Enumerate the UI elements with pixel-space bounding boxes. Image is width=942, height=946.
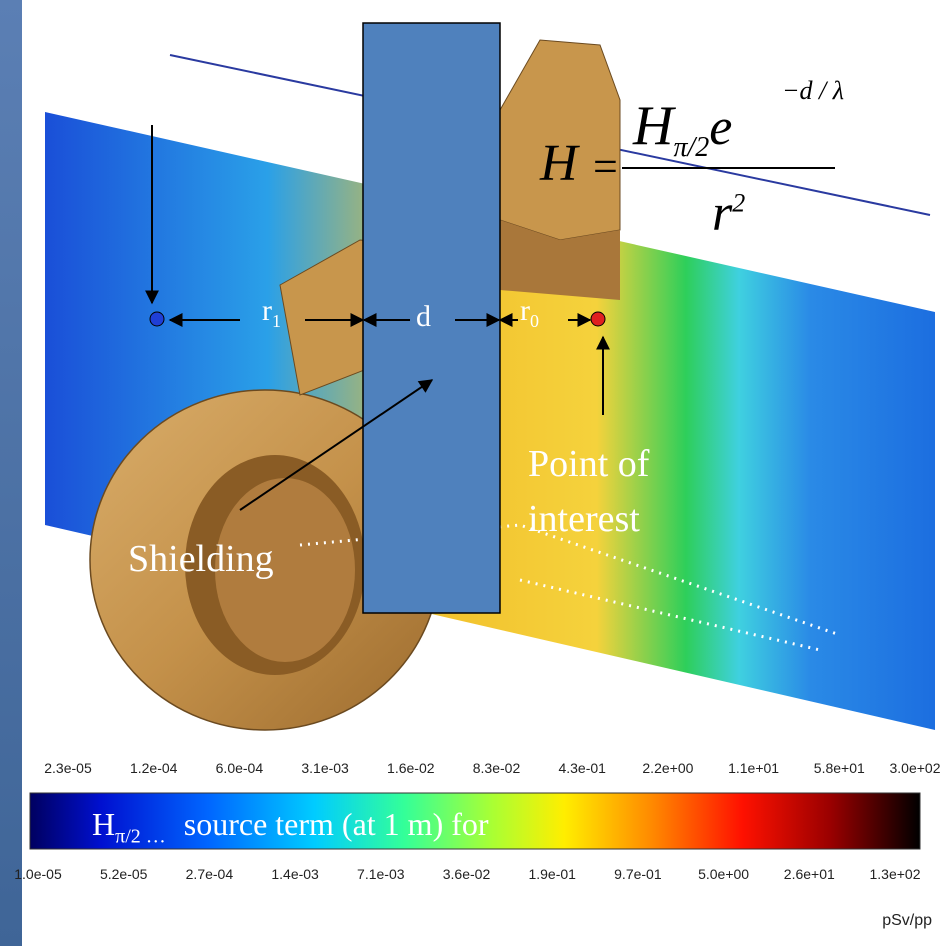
colorbar-tick-label: 2.7e-04 bbox=[186, 866, 233, 882]
colorbar-tick-label: 1.0e-05 bbox=[14, 866, 61, 882]
colorbar-tick-label: 9.7e-01 bbox=[614, 866, 661, 882]
colorbar-tick-label: 4.3e-01 bbox=[558, 760, 605, 776]
colorbar-tick-label: 3.0e+02 bbox=[890, 760, 941, 776]
shielding-block bbox=[363, 23, 500, 613]
colorbar-tick-label: 5.0e+00 bbox=[698, 866, 749, 882]
source-term-caption: Hπ/2 … source term (at 1 m) for bbox=[92, 808, 489, 846]
colorbar-tick-label: 1.6e-02 bbox=[387, 760, 434, 776]
r1-label: r1 bbox=[262, 296, 281, 330]
colorbar-tick-label: 8.3e-02 bbox=[473, 760, 520, 776]
colorbar-tick-label: 2.6e+01 bbox=[784, 866, 835, 882]
shielding-label: Shielding bbox=[128, 540, 274, 578]
interest-point bbox=[591, 312, 605, 326]
colorbar-tick-label: 1.3e+02 bbox=[870, 866, 921, 882]
colorbar-tick-label: 1.9e-01 bbox=[528, 866, 575, 882]
formula-denominator: r2 bbox=[712, 188, 745, 240]
colorbar-tick-label: 5.8e+01 bbox=[814, 760, 865, 776]
source-point bbox=[150, 312, 164, 326]
colorbar-tick-label: 1.1e+01 bbox=[728, 760, 779, 776]
colorbar-tick-label: 7.1e-03 bbox=[357, 866, 404, 882]
formula-equals: = bbox=[593, 145, 618, 189]
colorbar-tick-label: 1.2e-04 bbox=[130, 760, 177, 776]
colorbar-tick-label: 2.3e-05 bbox=[44, 760, 91, 776]
colorbar-tick-label: 6.0e-04 bbox=[216, 760, 263, 776]
point-of-interest-label-line2: interest bbox=[528, 500, 640, 538]
colorbar-tick-label: 3.6e-02 bbox=[443, 866, 490, 882]
formula-exponent: −d / λ bbox=[782, 78, 844, 104]
colorbar-tick-label: 1.4e-03 bbox=[271, 866, 318, 882]
r0-label: r0 bbox=[520, 296, 539, 330]
colorbar-tick-label: 3.1e-03 bbox=[301, 760, 348, 776]
colorbar-unit: pSv/pp bbox=[882, 912, 932, 930]
colorbar-tick-label: 5.2e-05 bbox=[100, 866, 147, 882]
colorbar-tick-label: 2.2e+00 bbox=[642, 760, 693, 776]
formula-numerator-h: Hπ/2e bbox=[633, 98, 732, 162]
d-label: d bbox=[416, 302, 431, 332]
formula-lhs: H bbox=[540, 138, 578, 190]
point-of-interest-label-line1: Point of bbox=[528, 445, 649, 483]
